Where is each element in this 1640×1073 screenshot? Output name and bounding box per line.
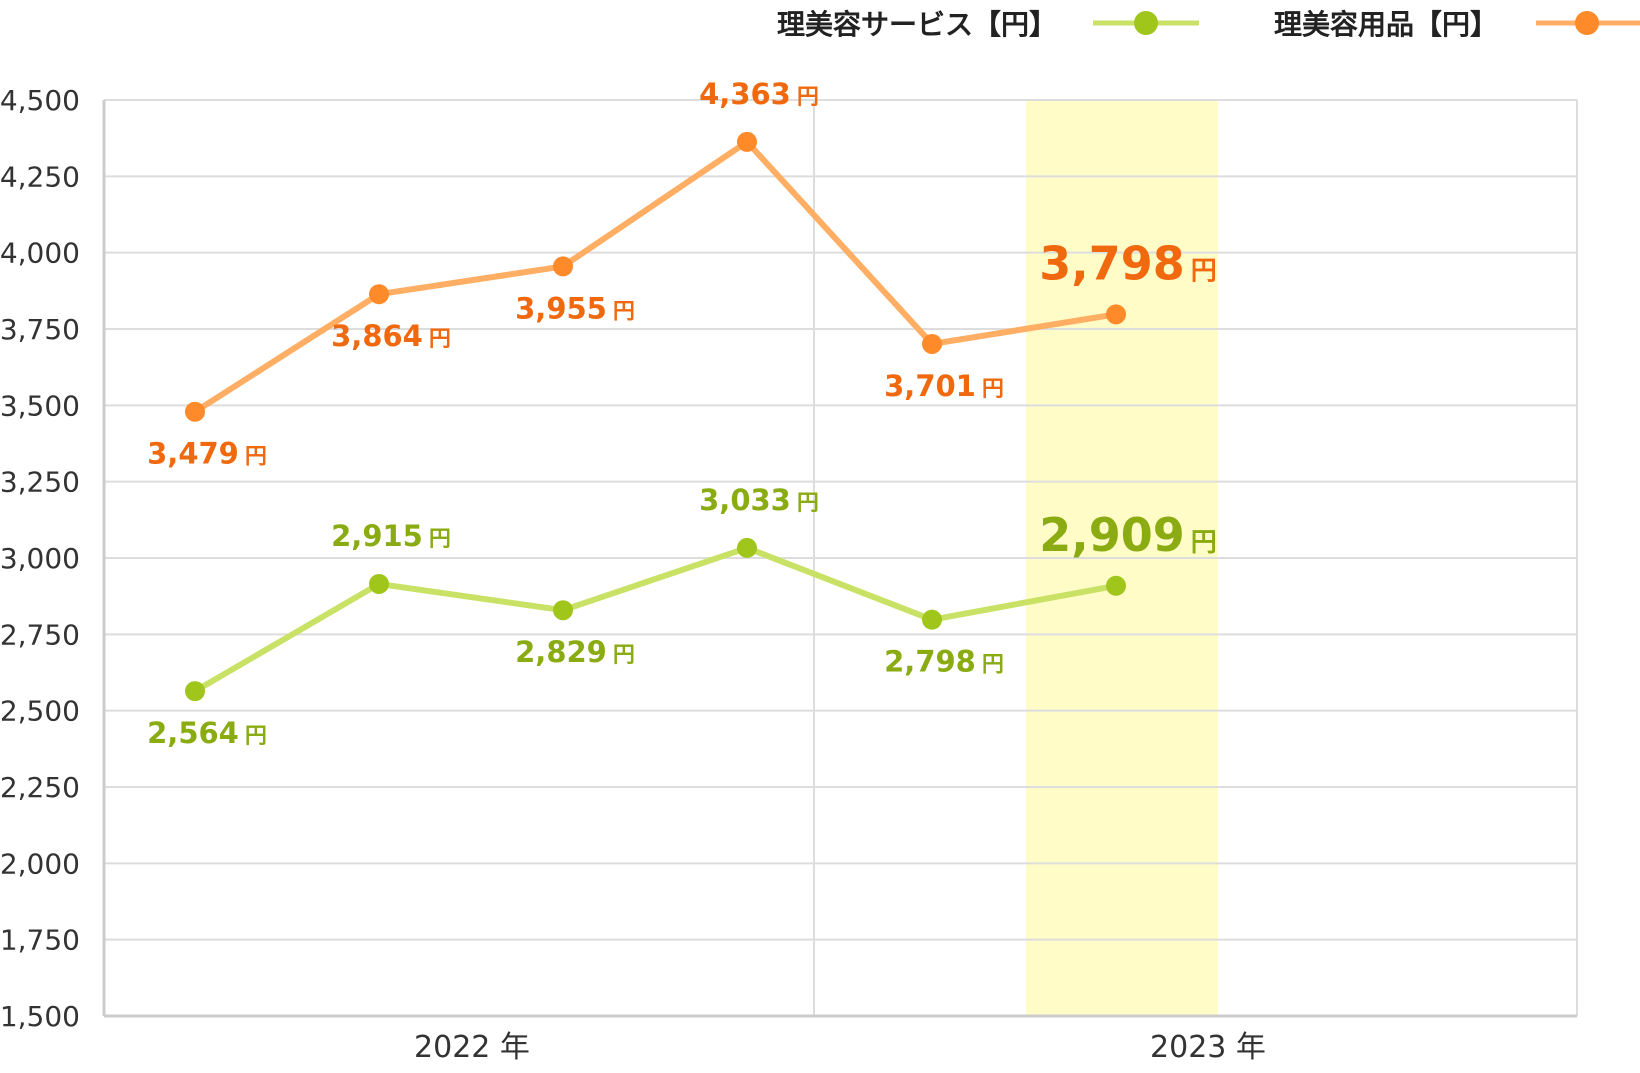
data-point (1106, 575, 1126, 596)
data-label-unit: 円 (982, 377, 1004, 402)
y-tick-label: 1,750 (0, 924, 80, 957)
y-tick-label: 3,500 (0, 389, 80, 422)
data-label-unit: 円 (982, 653, 1004, 678)
data-point (737, 131, 757, 152)
data-label-value: 3,701 (884, 369, 976, 403)
data-label-unit: 円 (429, 527, 451, 552)
data-point (369, 573, 389, 594)
data-label: 2,564 円 (147, 716, 267, 750)
x-label-2022: 2022 年 (414, 1030, 530, 1065)
data-label: 4,363 円 (699, 77, 819, 111)
data-point (922, 333, 942, 354)
data-label: 3,033 円 (699, 483, 819, 517)
y-tick-label: 2,250 (0, 771, 80, 804)
data-label-value: 2,829 (515, 635, 607, 669)
data-label-value: 2,915 (331, 519, 423, 553)
data-label-unit: 円 (245, 445, 267, 470)
data-label-unit: 円 (1191, 528, 1217, 558)
gridlines (102, 99, 1578, 1018)
x-axis-labels: 2022 年 2023 年 (414, 1030, 1266, 1065)
y-tick-label: 3,750 (0, 313, 80, 346)
data-label-value: 3,864 (331, 319, 423, 353)
series-0: 2,564 円2,915 円2,829 円3,033 円2,798 円2,909 円 (147, 483, 1217, 750)
data-label: 2,798 円 (884, 645, 1004, 679)
data-point (185, 401, 205, 422)
data-label-value: 3,955 (515, 291, 607, 325)
data-label: 3,479 円 (147, 437, 267, 471)
data-label-value: 2,798 (884, 645, 976, 679)
data-label-value: 2,909 (1039, 508, 1185, 562)
data-point (369, 284, 389, 305)
legend-marker-products (1575, 11, 1599, 35)
data-point (737, 537, 757, 558)
y-tick-label: 2,500 (0, 695, 80, 728)
y-axis-ticks: 1,500 1,750 2,000 2,250 2,500 2,750 3,000 3,250… (0, 84, 80, 1033)
data-label: 3,864 円 (331, 319, 451, 353)
legend-label-service: 理美容サービス【円】 (777, 8, 1057, 41)
series-layer: 2,564 円2,915 円2,829 円3,033 円2,798 円2,909 円3,47… (147, 77, 1217, 750)
data-label-unit: 円 (429, 327, 451, 352)
y-tick-label: 3,000 (0, 542, 80, 575)
data-point (922, 609, 942, 630)
series-line (193, 138, 1117, 415)
data-label-value: 4,363 (699, 77, 791, 111)
data-label-value: 3,798 (1039, 236, 1185, 290)
data-label-unit: 円 (797, 491, 819, 516)
y-tick-label: 4,500 (0, 84, 80, 117)
data-label: 3,701 円 (884, 369, 1004, 403)
data-label: 2,829 円 (515, 635, 635, 669)
y-tick-label: 2,000 (0, 847, 80, 880)
data-label-unit: 円 (613, 299, 635, 324)
legend-label-products: 理美容用品【円】 (1274, 8, 1498, 41)
data-point (1106, 304, 1126, 325)
y-tick-label: 1,500 (0, 1000, 80, 1033)
data-label: 2,915 円 (331, 519, 451, 553)
data-label-value: 3,033 (699, 483, 791, 517)
data-label: 3,798 円 (1039, 236, 1217, 290)
x-label-2023: 2023 年 (1150, 1030, 1266, 1065)
legend-marker-service (1134, 11, 1158, 35)
data-point (185, 681, 205, 702)
y-tick-label: 4,250 (0, 160, 80, 193)
data-label-value: 2,564 (147, 716, 239, 750)
legend: 理美容サービス【円】 理美容用品【円】 (777, 8, 1640, 41)
y-tick-label: 3,250 (0, 466, 80, 499)
data-point (553, 256, 573, 277)
data-label-value: 3,479 (147, 437, 239, 471)
data-label-unit: 円 (245, 724, 267, 749)
data-point (553, 600, 573, 621)
data-label: 3,955 円 (515, 291, 635, 325)
y-tick-label: 4,000 (0, 237, 80, 270)
data-label: 2,909 円 (1039, 508, 1217, 562)
series-line (193, 544, 1117, 694)
data-label-unit: 円 (1191, 256, 1217, 286)
data-label-unit: 円 (797, 85, 819, 110)
data-label-unit: 円 (613, 643, 635, 668)
y-tick-label: 2,750 (0, 618, 80, 651)
series-1: 3,479 円3,864 円3,955 円4,363 円3,701 円3,798 円 (147, 77, 1217, 471)
